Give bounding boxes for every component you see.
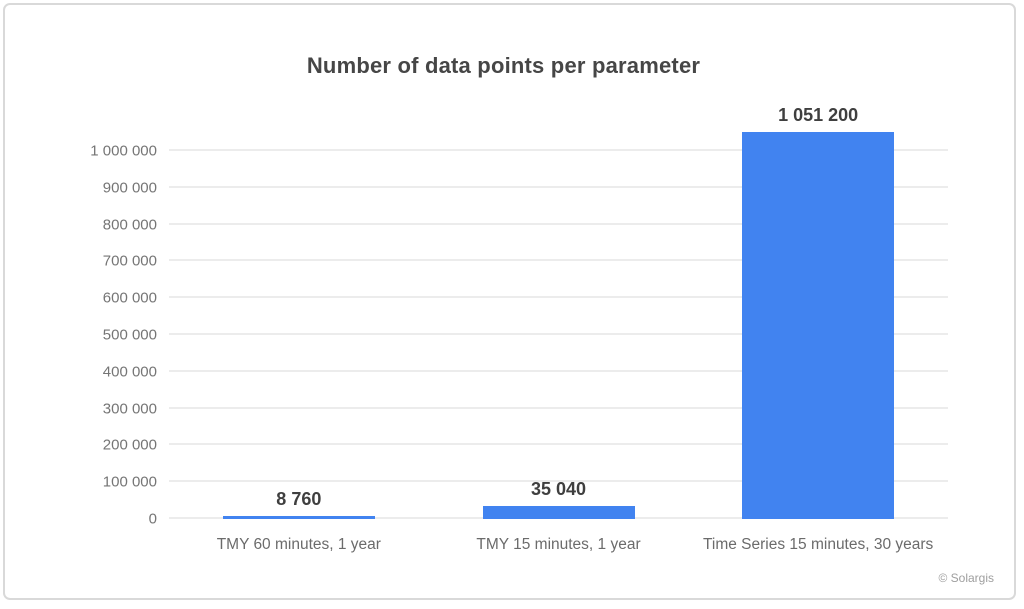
gridline-10 [169, 149, 948, 151]
gridline-2 [169, 443, 948, 446]
y-tick-label-8: 800 000 [102, 216, 157, 234]
y-tick-label-4: 400 000 [102, 363, 157, 381]
y-tick-label-0: 0 [148, 510, 157, 528]
x-category-label-2: Time Series 15 minutes, 30 years [703, 536, 934, 553]
bar-value-label-0: 8 760 [276, 489, 322, 509]
bar-0 [222, 516, 375, 519]
bar-value-label-1: 35 040 [530, 479, 587, 499]
y-tick-label-5: 500 000 [102, 326, 157, 344]
gridline-5 [169, 333, 948, 335]
y-tick-label-7: 700 000 [102, 252, 157, 270]
plot-area: 0 100 000 200 000 300 000 400 000 500 000 600 … [90, 105, 948, 553]
x-category-label-0: TMY 60 minutes, 1 year [216, 536, 381, 553]
gridline-7 [169, 259, 948, 262]
y-tick-label-9: 900 000 [102, 179, 157, 197]
chart-card: Number of data points per parameter 0 100… [3, 3, 1016, 600]
gridline-8 [169, 222, 948, 225]
x-category-label-1: TMY 15 minutes, 1 year [476, 536, 641, 553]
y-tick-label-6: 600 000 [102, 289, 157, 307]
bar-value-label-2: 1 051 200 [778, 105, 859, 125]
gridline-9 [169, 185, 948, 188]
y-tick-label-3: 300 000 [102, 400, 157, 418]
bar-2 [742, 132, 895, 519]
y-tick-label-10: 1 000 000 [90, 142, 157, 160]
bar-1 [482, 506, 635, 519]
copyright-credit: © Solargis [938, 571, 994, 585]
y-tick-label-1: 100 000 [102, 473, 157, 491]
y-tick-label-2: 200 000 [102, 436, 157, 454]
gridline-4 [169, 369, 948, 372]
gridline-6 [169, 296, 948, 299]
gridline-1 [169, 480, 948, 483]
gridline-3 [169, 406, 948, 409]
chart-title: Number of data points per parameter [306, 53, 701, 78]
